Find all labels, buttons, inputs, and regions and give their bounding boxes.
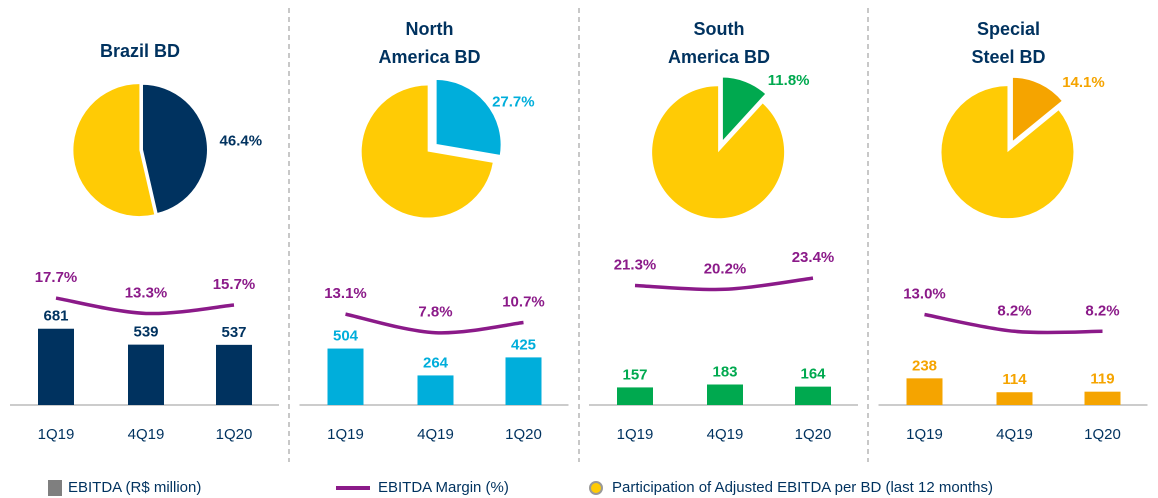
pie-slice: [720, 75, 768, 146]
pie-label: 14.1%: [1062, 74, 1105, 91]
legend-label: EBITDA Margin (%): [378, 479, 509, 496]
panel-title: America BD: [668, 47, 770, 67]
panel-title: Steel BD: [971, 47, 1045, 67]
x-tick-label: 1Q20: [505, 426, 542, 443]
x-tick-label: 1Q19: [327, 426, 364, 443]
x-tick-label: 1Q20: [216, 426, 253, 443]
legend-label: Participation of Adjusted EBITDA per BD …: [612, 479, 993, 496]
panel-title: Special: [977, 19, 1040, 39]
margin-line: [55, 296, 235, 316]
bar-label: 504: [333, 328, 359, 345]
bar-label: 537: [221, 324, 246, 341]
margin-label: 17.7%: [35, 269, 78, 286]
x-tick-label: 1Q20: [795, 426, 832, 443]
pie-slice: [434, 77, 503, 158]
legend-swatch: [589, 481, 603, 495]
pie-rest: [73, 84, 155, 217]
panel-title: Brazil BD: [100, 41, 180, 61]
margin-line: [634, 276, 814, 292]
bar: [795, 386, 831, 405]
margin-label: 13.3%: [125, 284, 168, 301]
margin-label: 13.1%: [324, 285, 367, 302]
margin-line: [345, 312, 524, 335]
x-tick-label: 4Q19: [128, 426, 165, 443]
panel-title: South: [694, 19, 745, 39]
margin-label: 8.2%: [1085, 302, 1119, 319]
bar-label: 157: [622, 366, 647, 383]
x-tick-label: 1Q19: [906, 426, 943, 443]
margin-label: 21.3%: [614, 256, 657, 273]
bar-label: 238: [912, 357, 937, 374]
bar-label: 183: [712, 363, 737, 380]
pie-slice: [140, 82, 209, 216]
bar-label: 539: [133, 324, 158, 341]
bar: [128, 344, 164, 405]
bar: [417, 375, 454, 405]
bar: [996, 392, 1033, 405]
bar: [1084, 391, 1121, 405]
bar: [707, 384, 743, 405]
margin-label: 10.7%: [502, 294, 545, 311]
pie-label: 46.4%: [220, 133, 263, 150]
x-tick-label: 4Q19: [996, 426, 1033, 443]
margin-label: 20.2%: [704, 260, 747, 277]
bar: [906, 378, 943, 405]
separators: [288, 8, 869, 462]
margin-label: 7.8%: [418, 304, 452, 321]
margin-line: [924, 312, 1103, 335]
panel-title: North: [406, 19, 454, 39]
margin-label: 15.7%: [213, 276, 256, 293]
bar: [216, 344, 252, 405]
margin-label: 8.2%: [997, 302, 1031, 319]
x-tick-label: 1Q19: [617, 426, 654, 443]
bar: [617, 387, 653, 405]
bar: [505, 357, 542, 405]
pie-label: 11.8%: [768, 72, 810, 89]
bar-label: 114: [1002, 371, 1027, 388]
bar: [38, 328, 74, 405]
margin-label: 23.4%: [792, 249, 835, 266]
bar-label: 164: [800, 366, 826, 383]
x-tick-label: 1Q20: [1084, 426, 1121, 443]
margin-label: 13.0%: [903, 285, 946, 302]
legend-swatch: [48, 480, 62, 496]
bar-label: 425: [511, 336, 536, 353]
legend-label: EBITDA (R$ million): [68, 479, 201, 496]
bar-label: 264: [423, 354, 449, 371]
bar-label: 119: [1090, 371, 1114, 388]
pie-rest: [941, 86, 1074, 219]
x-tick-label: 4Q19: [707, 426, 744, 443]
pie-rest: [361, 85, 493, 218]
panel-title: America BD: [378, 47, 480, 67]
bar: [327, 348, 364, 405]
x-tick-label: 4Q19: [417, 426, 454, 443]
pie-rest: [652, 86, 785, 219]
pie-slice: [1010, 75, 1065, 145]
bar-label: 681: [43, 308, 68, 325]
x-tick-label: 1Q19: [38, 426, 75, 443]
pie-label: 27.7%: [492, 93, 535, 110]
